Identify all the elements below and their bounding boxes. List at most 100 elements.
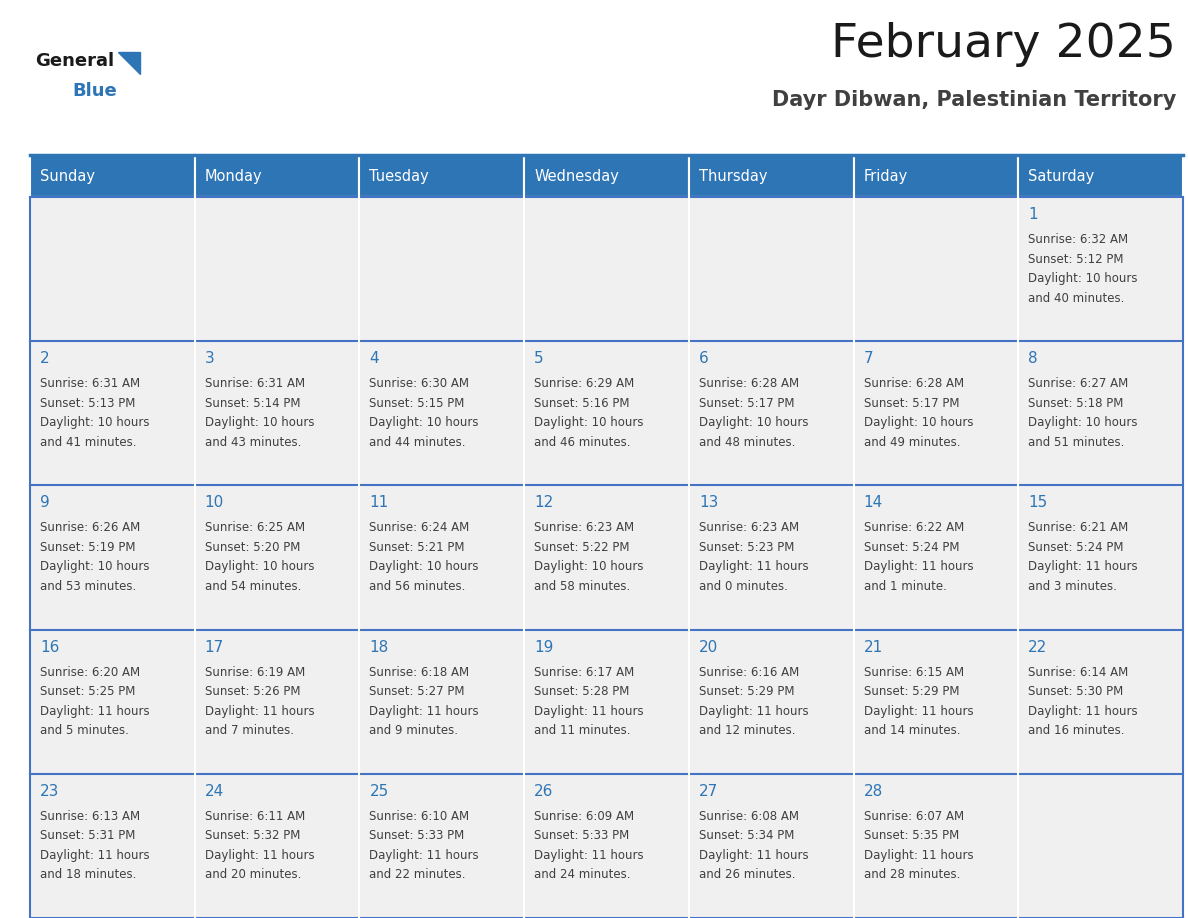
Text: Sunset: 5:17 PM: Sunset: 5:17 PM bbox=[864, 397, 959, 409]
Text: and 43 minutes.: and 43 minutes. bbox=[204, 436, 301, 449]
Text: Dayr Dibwan, Palestinian Territory: Dayr Dibwan, Palestinian Territory bbox=[772, 90, 1176, 110]
Bar bbox=[689, 630, 853, 774]
Text: 12: 12 bbox=[535, 496, 554, 510]
Bar bbox=[524, 341, 689, 486]
Text: Wednesday: Wednesday bbox=[535, 169, 619, 184]
Bar bbox=[195, 774, 360, 918]
Text: 9: 9 bbox=[40, 496, 50, 510]
Text: Sunrise: 6:23 AM: Sunrise: 6:23 AM bbox=[699, 521, 800, 534]
Text: Daylight: 10 hours: Daylight: 10 hours bbox=[864, 416, 973, 430]
Text: Daylight: 10 hours: Daylight: 10 hours bbox=[369, 416, 479, 430]
Text: Daylight: 10 hours: Daylight: 10 hours bbox=[204, 416, 314, 430]
Text: and 40 minutes.: and 40 minutes. bbox=[1029, 292, 1125, 305]
Text: 19: 19 bbox=[535, 640, 554, 655]
Text: Sunset: 5:24 PM: Sunset: 5:24 PM bbox=[1029, 541, 1124, 554]
Text: and 1 minute.: and 1 minute. bbox=[864, 580, 947, 593]
Text: Daylight: 11 hours: Daylight: 11 hours bbox=[535, 849, 644, 862]
Text: Daylight: 10 hours: Daylight: 10 hours bbox=[535, 416, 644, 430]
Text: 25: 25 bbox=[369, 784, 388, 799]
Text: Sunset: 5:28 PM: Sunset: 5:28 PM bbox=[535, 685, 630, 698]
Text: Sunrise: 6:14 AM: Sunrise: 6:14 AM bbox=[1029, 666, 1129, 678]
Text: Sunrise: 6:15 AM: Sunrise: 6:15 AM bbox=[864, 666, 963, 678]
Text: 1: 1 bbox=[1029, 207, 1038, 222]
Text: Daylight: 11 hours: Daylight: 11 hours bbox=[699, 705, 809, 718]
Text: Sunrise: 6:16 AM: Sunrise: 6:16 AM bbox=[699, 666, 800, 678]
Text: 10: 10 bbox=[204, 496, 225, 510]
Text: Sunrise: 6:30 AM: Sunrise: 6:30 AM bbox=[369, 377, 469, 390]
Text: Daylight: 10 hours: Daylight: 10 hours bbox=[204, 560, 314, 574]
Text: and 46 minutes.: and 46 minutes. bbox=[535, 436, 631, 449]
Text: Daylight: 11 hours: Daylight: 11 hours bbox=[369, 705, 479, 718]
Bar bbox=[524, 774, 689, 918]
Text: Sunset: 5:12 PM: Sunset: 5:12 PM bbox=[1029, 252, 1124, 265]
Text: Sunrise: 6:31 AM: Sunrise: 6:31 AM bbox=[40, 377, 140, 390]
Text: Daylight: 11 hours: Daylight: 11 hours bbox=[1029, 705, 1138, 718]
Text: 16: 16 bbox=[40, 640, 59, 655]
Text: and 11 minutes.: and 11 minutes. bbox=[535, 724, 631, 737]
Text: 20: 20 bbox=[699, 640, 718, 655]
Bar bbox=[689, 774, 853, 918]
Bar bbox=[30, 774, 195, 918]
Text: Daylight: 11 hours: Daylight: 11 hours bbox=[40, 849, 150, 862]
Bar bbox=[689, 341, 853, 486]
Text: Sunrise: 6:21 AM: Sunrise: 6:21 AM bbox=[1029, 521, 1129, 534]
Text: Sunrise: 6:18 AM: Sunrise: 6:18 AM bbox=[369, 666, 469, 678]
Bar bbox=[360, 486, 524, 630]
Bar bbox=[853, 630, 1018, 774]
Text: and 20 minutes.: and 20 minutes. bbox=[204, 868, 301, 881]
Text: Daylight: 11 hours: Daylight: 11 hours bbox=[204, 849, 315, 862]
Text: Sunset: 5:34 PM: Sunset: 5:34 PM bbox=[699, 829, 795, 843]
Text: 6: 6 bbox=[699, 352, 708, 366]
Bar bbox=[30, 630, 195, 774]
Bar bbox=[689, 155, 853, 197]
Text: 14: 14 bbox=[864, 496, 883, 510]
Text: and 18 minutes.: and 18 minutes. bbox=[40, 868, 137, 881]
Text: Daylight: 11 hours: Daylight: 11 hours bbox=[204, 705, 315, 718]
Text: Sunrise: 6:13 AM: Sunrise: 6:13 AM bbox=[40, 810, 140, 823]
Text: and 53 minutes.: and 53 minutes. bbox=[40, 580, 137, 593]
Text: Daylight: 11 hours: Daylight: 11 hours bbox=[864, 560, 973, 574]
Text: and 58 minutes.: and 58 minutes. bbox=[535, 580, 631, 593]
Bar bbox=[195, 197, 360, 341]
Text: Sunrise: 6:32 AM: Sunrise: 6:32 AM bbox=[1029, 233, 1129, 246]
Text: Sunrise: 6:10 AM: Sunrise: 6:10 AM bbox=[369, 810, 469, 823]
Text: Daylight: 10 hours: Daylight: 10 hours bbox=[699, 416, 808, 430]
Text: Sunset: 5:29 PM: Sunset: 5:29 PM bbox=[699, 685, 795, 698]
Text: and 44 minutes.: and 44 minutes. bbox=[369, 436, 466, 449]
Bar bbox=[524, 197, 689, 341]
Bar bbox=[30, 341, 195, 486]
Text: Sunrise: 6:19 AM: Sunrise: 6:19 AM bbox=[204, 666, 305, 678]
Bar bbox=[195, 155, 360, 197]
Text: 15: 15 bbox=[1029, 496, 1048, 510]
Text: Daylight: 11 hours: Daylight: 11 hours bbox=[369, 849, 479, 862]
Text: Daylight: 11 hours: Daylight: 11 hours bbox=[864, 849, 973, 862]
Text: and 16 minutes.: and 16 minutes. bbox=[1029, 724, 1125, 737]
Text: and 12 minutes.: and 12 minutes. bbox=[699, 724, 795, 737]
Bar bbox=[1018, 341, 1183, 486]
Text: Sunrise: 6:22 AM: Sunrise: 6:22 AM bbox=[864, 521, 963, 534]
Text: Sunset: 5:20 PM: Sunset: 5:20 PM bbox=[204, 541, 301, 554]
Bar bbox=[360, 155, 524, 197]
Text: and 24 minutes.: and 24 minutes. bbox=[535, 868, 631, 881]
Text: Saturday: Saturday bbox=[1029, 169, 1094, 184]
Text: Daylight: 11 hours: Daylight: 11 hours bbox=[1029, 560, 1138, 574]
Text: Sunset: 5:16 PM: Sunset: 5:16 PM bbox=[535, 397, 630, 409]
Bar bbox=[195, 341, 360, 486]
Text: Sunday: Sunday bbox=[40, 169, 95, 184]
Text: 3: 3 bbox=[204, 352, 215, 366]
Text: Sunset: 5:18 PM: Sunset: 5:18 PM bbox=[1029, 397, 1124, 409]
Bar bbox=[1018, 486, 1183, 630]
Text: Sunset: 5:29 PM: Sunset: 5:29 PM bbox=[864, 685, 959, 698]
Bar bbox=[524, 155, 689, 197]
Text: Sunrise: 6:26 AM: Sunrise: 6:26 AM bbox=[40, 521, 140, 534]
Text: and 49 minutes.: and 49 minutes. bbox=[864, 436, 960, 449]
Text: 8: 8 bbox=[1029, 352, 1038, 366]
Bar bbox=[853, 341, 1018, 486]
Text: and 3 minutes.: and 3 minutes. bbox=[1029, 580, 1117, 593]
Bar bbox=[195, 630, 360, 774]
Text: Sunrise: 6:07 AM: Sunrise: 6:07 AM bbox=[864, 810, 963, 823]
Text: Daylight: 10 hours: Daylight: 10 hours bbox=[40, 416, 150, 430]
Text: 5: 5 bbox=[535, 352, 544, 366]
Text: Sunrise: 6:09 AM: Sunrise: 6:09 AM bbox=[535, 810, 634, 823]
Bar bbox=[853, 197, 1018, 341]
